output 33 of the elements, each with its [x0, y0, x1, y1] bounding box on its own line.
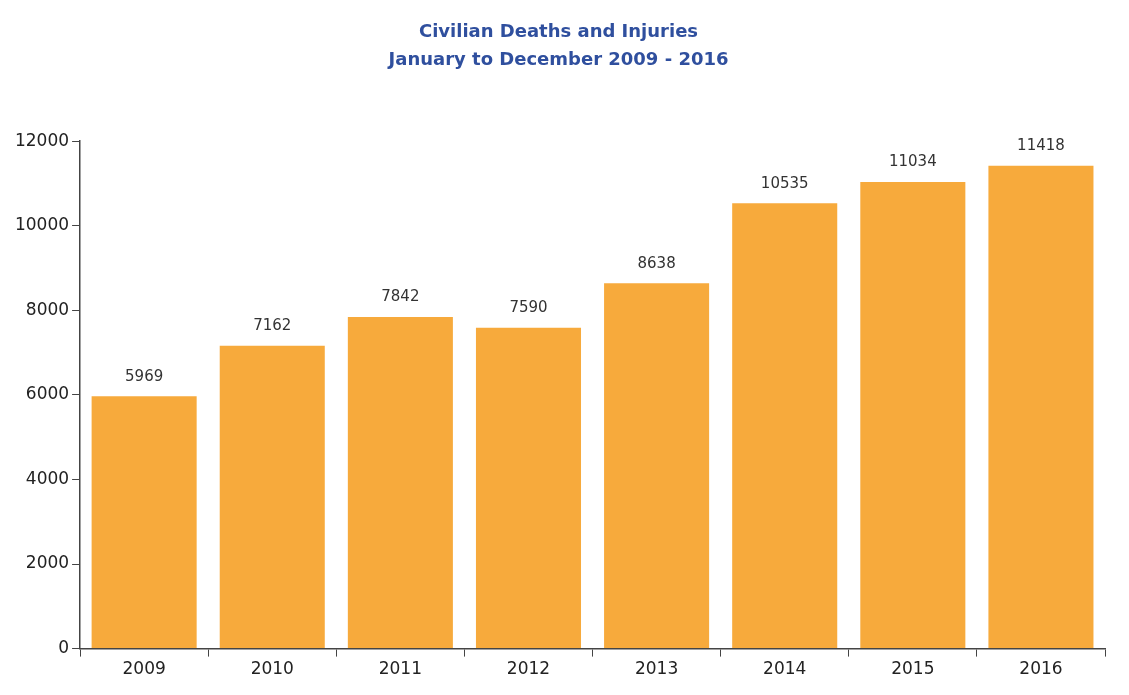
data-label: 7162 [253, 316, 292, 335]
chart-subtitle: January to December 2009 - 2016 [386, 48, 729, 70]
bar [860, 182, 966, 649]
y-tick-label: 12000 [14, 129, 70, 150]
chart-title: Civilian Deaths and Injuries [418, 20, 699, 42]
x-tick-label: 2013 [634, 658, 679, 679]
data-label: 10535 [760, 173, 809, 192]
x-tick-label: 2014 [763, 658, 807, 679]
data-label: 8638 [637, 253, 676, 272]
y-tick-label: 0 [58, 637, 70, 658]
x-tick-label: 2012 [506, 658, 551, 679]
bar [347, 317, 453, 649]
data-label: 7842 [381, 287, 420, 306]
y-tick-label: 4000 [25, 467, 70, 488]
x-tick-label: 2015 [891, 658, 935, 679]
bar [988, 165, 1094, 649]
y-tick-label: 2000 [25, 552, 70, 573]
y-tick-label: 10000 [14, 214, 70, 235]
data-label: 5969 [125, 366, 164, 385]
data-label: 11034 [888, 152, 937, 171]
x-tick-label: 2011 [378, 658, 422, 679]
x-tick-label: 2009 [122, 658, 166, 679]
bar [604, 283, 710, 649]
bar [91, 396, 197, 649]
bar [219, 345, 325, 649]
bar [475, 327, 582, 649]
data-label: 11418 [1017, 136, 1065, 155]
x-tick-label: 2016 [1019, 658, 1063, 679]
y-tick-label: 8000 [25, 298, 70, 319]
x-tick-label: 2010 [250, 658, 294, 679]
bar [732, 203, 838, 649]
y-tick-label: 6000 [25, 383, 70, 404]
data-label: 7590 [509, 298, 548, 317]
